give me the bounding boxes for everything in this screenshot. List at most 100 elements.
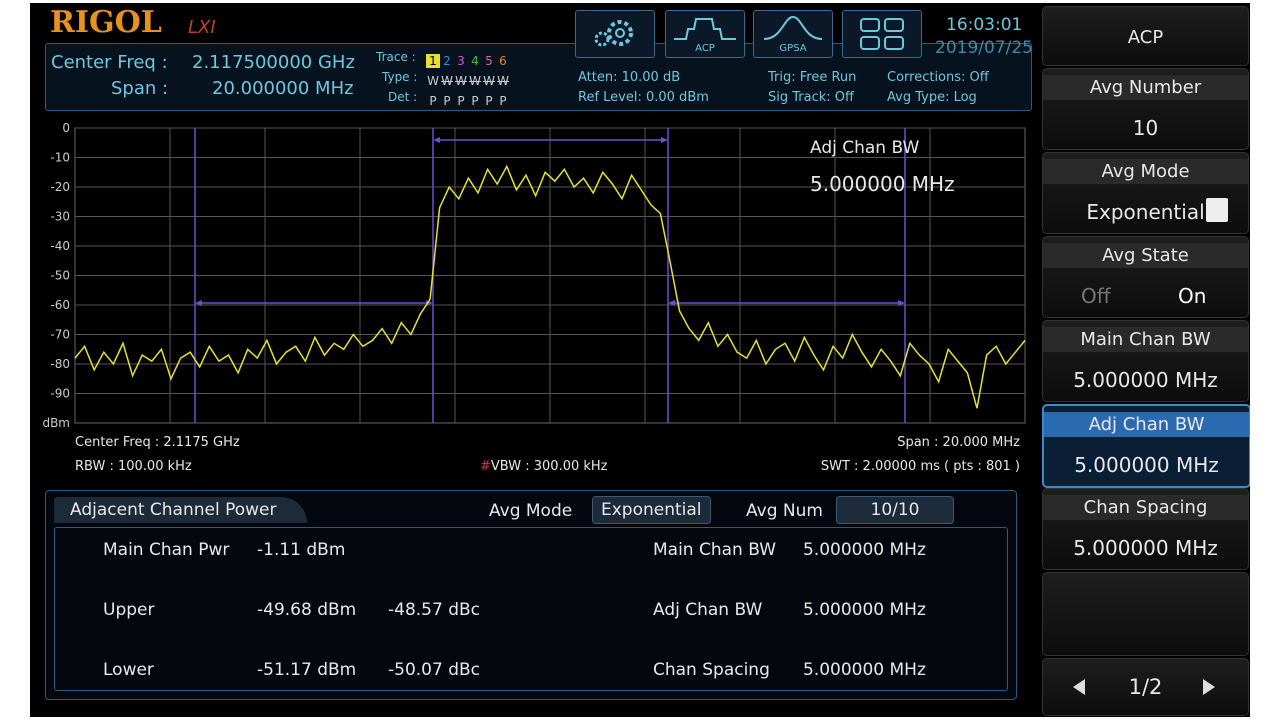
trace-detector: P bbox=[499, 94, 507, 108]
trace-type: W bbox=[427, 74, 439, 88]
trace-type: W bbox=[497, 74, 509, 88]
annotation-value: 5.000000 MHz bbox=[810, 172, 955, 196]
trace-number[interactable]: 4 bbox=[471, 54, 479, 68]
trace-number[interactable]: 5 bbox=[485, 54, 493, 68]
row-param-value: 5.000000 MHz bbox=[803, 540, 926, 560]
y-tick-label: -80 bbox=[50, 357, 70, 371]
softkey[interactable]: ACP bbox=[1042, 6, 1249, 66]
span-label: Span : bbox=[111, 78, 169, 99]
softkey-option[interactable]: Off bbox=[1081, 284, 1111, 308]
trace-detector: P bbox=[471, 94, 479, 108]
page-key[interactable]: 1/2 bbox=[1042, 658, 1249, 716]
submenu-arrow bbox=[1206, 198, 1228, 222]
y-tick-label: -90 bbox=[50, 387, 70, 401]
row-relative: -48.57 dBc bbox=[388, 600, 481, 620]
row-power: -1.11 dBm bbox=[257, 540, 346, 560]
trace-label: Trace : bbox=[376, 50, 416, 64]
trace-detector: P bbox=[443, 94, 451, 108]
y-tick-label: -10 bbox=[50, 151, 70, 165]
softkey-label: Adj Chan BW bbox=[1044, 412, 1249, 437]
settings-icon[interactable] bbox=[575, 10, 655, 58]
arrow-head bbox=[668, 300, 675, 306]
softkey-label: Avg Mode bbox=[1043, 159, 1248, 184]
softkey[interactable]: Avg Number 10 bbox=[1042, 68, 1249, 150]
trace-number[interactable]: 2 bbox=[443, 54, 451, 68]
status-vbw: VBW : 300.00 kHz bbox=[490, 459, 608, 474]
layout-glyph bbox=[860, 18, 904, 50]
y-tick-label: -50 bbox=[50, 269, 70, 283]
avg-num-label: Avg Num bbox=[746, 501, 823, 521]
layout-icon[interactable] bbox=[842, 10, 922, 58]
y-tick-label: 0 bbox=[62, 121, 70, 135]
softkey[interactable]: Avg State Off On bbox=[1042, 236, 1249, 318]
softkey-value: 5.000000 MHz bbox=[1074, 453, 1219, 477]
spectrum-plot: 0 -10 -20 -30 -40 -50 -60 -70 -80 -90 dBm Adj Chan … bbox=[42, 121, 1026, 430]
softkey-label: Chan Spacing bbox=[1043, 495, 1248, 520]
status-swt: SWT : 2.00000 ms ( pts : 801 ) bbox=[820, 459, 1020, 474]
blank-softkey bbox=[1042, 572, 1249, 656]
softkey-value: 5.000000 MHz bbox=[1073, 368, 1218, 392]
icon-label: GPSA bbox=[779, 43, 807, 54]
corrections: Corrections: Off bbox=[887, 70, 989, 85]
page-number: 1/2 bbox=[1128, 675, 1163, 699]
softkey-label: Main Chan BW bbox=[1043, 327, 1248, 352]
gpsa-icon[interactable]: GPSA bbox=[753, 10, 833, 58]
acp-icon[interactable]: ACP bbox=[665, 10, 745, 58]
softkey-option[interactable]: On bbox=[1178, 284, 1207, 308]
trace-detector: P bbox=[485, 94, 493, 108]
softkey[interactable]: Adj Chan BW 5.000000 MHz bbox=[1042, 404, 1250, 488]
row-param-value: 5.000000 MHz bbox=[803, 600, 926, 620]
softkey-value: Exponential bbox=[1086, 200, 1205, 224]
trace-type: W bbox=[441, 74, 453, 88]
acp-title: Adjacent Channel Power bbox=[54, 497, 307, 523]
y-tick-label: -60 bbox=[50, 298, 70, 312]
date: 2019/07/25 bbox=[935, 38, 1033, 58]
arrow-head bbox=[195, 300, 202, 306]
row-power: -51.17 dBm bbox=[257, 660, 357, 680]
gpsa-glyph bbox=[763, 15, 823, 40]
softkey[interactable]: Chan Spacing 5.000000 MHz bbox=[1042, 488, 1249, 570]
atten: Atten: 10.00 dB bbox=[578, 70, 681, 85]
trace-type: W bbox=[483, 74, 495, 88]
softkey-value: 5.000000 MHz bbox=[1073, 536, 1218, 560]
type-label: Type : bbox=[382, 70, 418, 84]
trace-number[interactable]: 3 bbox=[457, 54, 465, 68]
prev-arrow[interactable] bbox=[1073, 679, 1087, 695]
span: 20.000000 MHz bbox=[212, 78, 354, 99]
softkey[interactable]: Avg Mode Exponential bbox=[1042, 152, 1249, 234]
y-unit: dBm bbox=[42, 416, 70, 430]
row-param-value: 5.000000 MHz bbox=[803, 660, 926, 680]
softkey-title: ACP bbox=[1127, 27, 1164, 48]
trace-number[interactable]: 1 bbox=[426, 54, 440, 68]
status-rbw: RBW : 100.00 kHz bbox=[75, 459, 192, 474]
spectrum-trace bbox=[74, 164, 1026, 409]
avg-mode-label: Avg Mode bbox=[489, 501, 573, 521]
y-tick-label: -20 bbox=[50, 180, 70, 194]
arrow-head bbox=[433, 137, 440, 143]
trace-detector: P bbox=[457, 94, 465, 108]
row-label: Lower bbox=[103, 660, 154, 680]
arrow-head bbox=[898, 300, 905, 306]
lxi-logo: LXI bbox=[188, 17, 216, 38]
softkey-value: 10 bbox=[1132, 116, 1159, 140]
annotation-label: Adj Chan BW bbox=[810, 138, 920, 158]
status-center: Center Freq : 2.1175 GHz bbox=[75, 435, 240, 450]
status-span: Span : 20.000 MHz bbox=[897, 435, 1020, 450]
avg-mode: Exponential bbox=[592, 496, 711, 524]
next-arrow[interactable] bbox=[1203, 679, 1217, 695]
acp-table: Main Chan Pwr -1.11 dBm Main Chan BW 5.0000… bbox=[54, 527, 1008, 691]
softkey-label: Avg State bbox=[1043, 243, 1248, 268]
acp-panel: Adjacent Channel Power Avg Mode Exponent… bbox=[45, 490, 1017, 700]
row-label: Main Chan Pwr bbox=[103, 540, 230, 560]
logo: RIGOL bbox=[50, 5, 162, 40]
arrow-head bbox=[661, 137, 668, 143]
row-param-label: Main Chan BW bbox=[653, 540, 777, 560]
row-param-label: Adj Chan BW bbox=[653, 600, 763, 620]
time: 16:03:01 bbox=[946, 15, 1023, 35]
vbw-flag: # bbox=[480, 459, 491, 474]
y-tick-label: -40 bbox=[50, 239, 70, 253]
trace-number[interactable]: 6 bbox=[499, 54, 507, 68]
avg-num: 10/10 bbox=[836, 496, 954, 524]
softkey[interactable]: Main Chan BW 5.000000 MHz bbox=[1042, 320, 1249, 402]
